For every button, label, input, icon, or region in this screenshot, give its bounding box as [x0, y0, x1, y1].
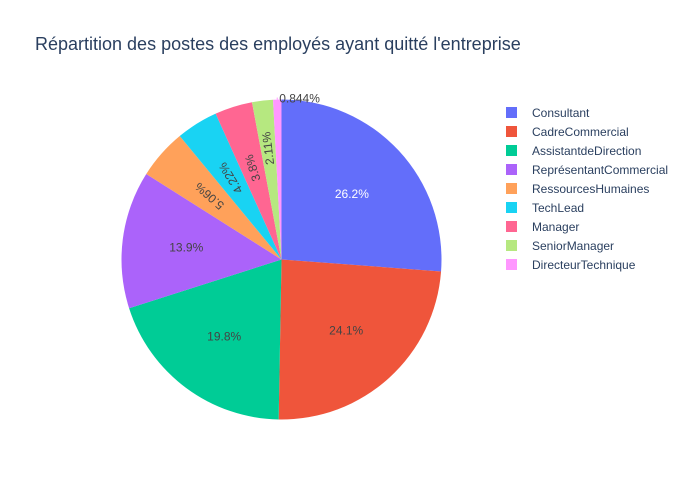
legend-swatch-4 [506, 183, 517, 194]
legend-swatch-0 [506, 107, 517, 118]
legend-swatch-5 [506, 202, 517, 213]
legend-label-3: ReprésentantCommercial [532, 162, 669, 177]
legend-swatch-8 [506, 259, 517, 270]
pie-slice-1[interactable] [278, 259, 442, 420]
legend-item-8[interactable]: DirecteurTechnique [506, 255, 668, 274]
legend-item-3[interactable]: ReprésentantCommercial [506, 160, 668, 179]
legend-label-1: CadreCommercial [532, 124, 629, 139]
legend-item-6[interactable]: Manager [506, 217, 668, 236]
legend-label-2: AssistantdeDirection [532, 143, 642, 158]
legend: Consultant CadreCommercial AssistantdeDire… [506, 103, 668, 274]
pie-slice-5[interactable] [179, 113, 282, 260]
legend-item-7[interactable]: SeniorManager [506, 236, 668, 255]
pie-slice-0[interactable] [281, 99, 442, 272]
legend-item-5[interactable]: TechLead [506, 198, 668, 217]
slice-label-7: 2.11% [259, 131, 277, 166]
slice-label-0: 26.2% [335, 187, 369, 201]
pie-slice-6[interactable] [215, 102, 282, 260]
legend-swatch-7 [506, 240, 517, 251]
pie-slice-2[interactable] [129, 259, 282, 420]
pie-slice-8[interactable] [273, 99, 282, 260]
pie-slice-7[interactable] [251, 99, 282, 260]
legend-label-5: TechLead [532, 200, 585, 215]
legend-item-1[interactable]: CadreCommercial [506, 122, 668, 141]
legend-swatch-6 [506, 221, 517, 232]
pie-slice-3[interactable] [121, 174, 282, 309]
legend-label-8: DirecteurTechnique [532, 257, 636, 272]
legend-item-2[interactable]: AssistantdeDirection [506, 141, 668, 160]
legend-item-0[interactable]: Consultant [506, 103, 668, 122]
slice-label-3: 13.9% [169, 240, 203, 254]
legend-item-4[interactable]: RessourcesHumaines [506, 179, 668, 198]
slice-label-8: 0.844% [279, 92, 320, 106]
slice-label-1: 24.1% [329, 323, 363, 337]
legend-swatch-3 [506, 164, 517, 175]
legend-swatch-1 [506, 126, 517, 137]
legend-label-6: Manager [532, 219, 580, 234]
pie-slice-4[interactable] [146, 136, 282, 260]
legend-label-7: SeniorManager [532, 238, 615, 253]
legend-label-4: RessourcesHumaines [532, 181, 650, 196]
chart-title: Répartition des postes des employés ayan… [35, 34, 521, 54]
legend-label-0: Consultant [532, 105, 590, 120]
slice-label-2: 19.8% [207, 330, 241, 344]
legend-swatch-2 [506, 145, 517, 156]
